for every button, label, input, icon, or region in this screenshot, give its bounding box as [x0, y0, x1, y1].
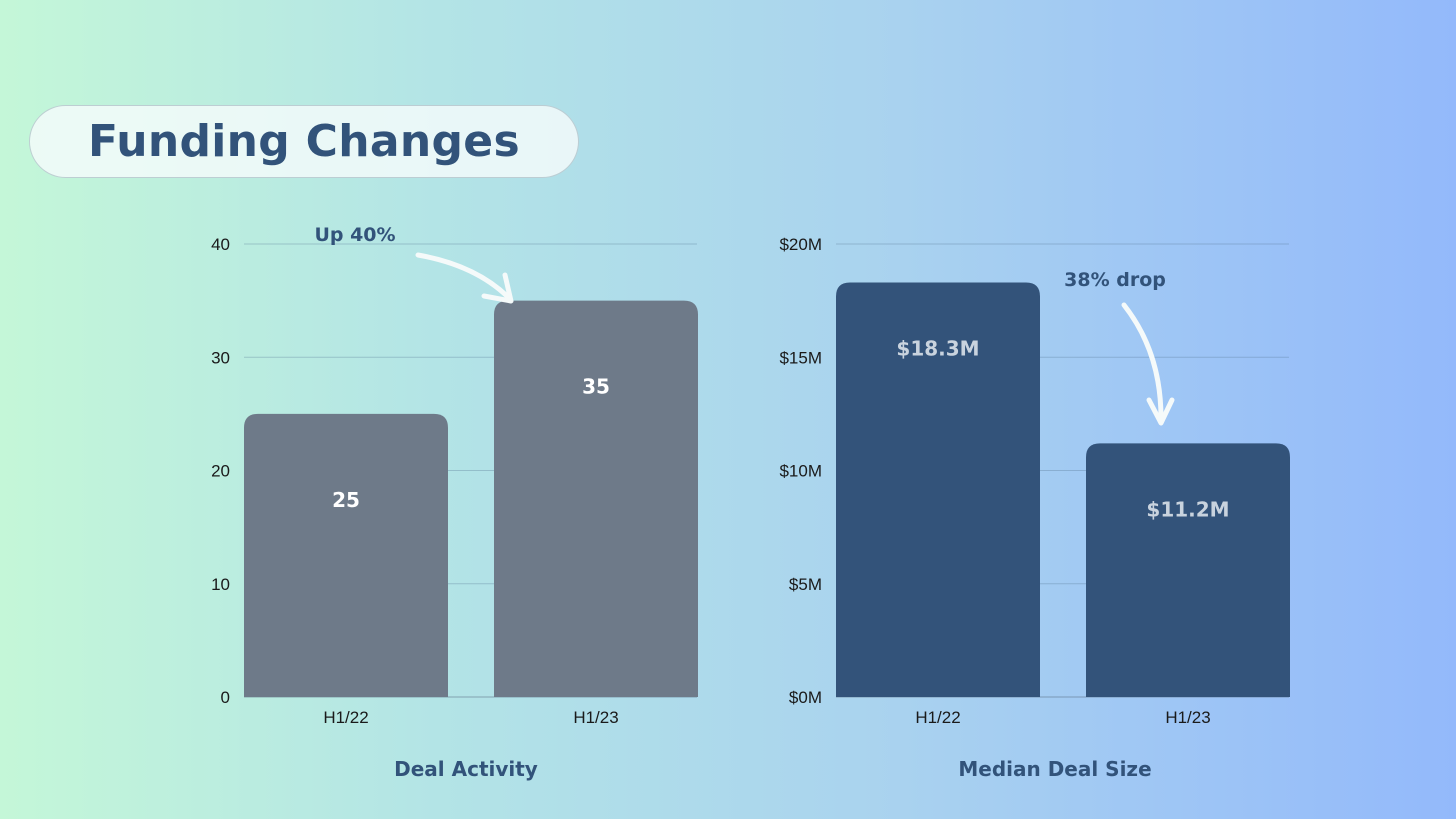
median-deal-size-annotation: 38% drop: [1064, 269, 1166, 291]
y-tick-label: 20: [211, 462, 230, 481]
y-tick-label: $5M: [789, 575, 822, 594]
y-tick-label: $0M: [789, 688, 822, 707]
x-tick-label: H1/23: [573, 708, 618, 727]
median-deal-size-data-label: $11.2M: [1146, 497, 1229, 521]
x-tick-label: H1/22: [915, 708, 960, 727]
median-deal-size-data-label: $18.3M: [896, 337, 979, 361]
median-deal-size-bar-2: [1086, 443, 1290, 697]
page-title: Funding Changes: [88, 116, 520, 167]
median-deal-size-bar-1: [836, 282, 1040, 697]
y-tick-label: 40: [211, 235, 230, 254]
curved-arrow-icon: [1121, 302, 1175, 426]
deal-activity-bars: 25 35: [244, 300, 698, 697]
deal-activity-y-axis: 0 10 20 30 40: [211, 235, 230, 707]
deal-activity-data-label: 35: [582, 375, 610, 399]
median-deal-size-x-axis: H1/22 H1/23: [915, 708, 1210, 727]
median-deal-size-y-axis: $0M $5M $10M $15M $20M: [779, 235, 822, 707]
deal-activity-bar-1: [244, 413, 448, 697]
y-tick-label: $10M: [779, 462, 822, 481]
median-deal-size-title: Median Deal Size: [958, 757, 1151, 781]
deal-activity-data-label: 25: [332, 488, 360, 512]
median-deal-size-bars: $18.3M $11.2M: [836, 282, 1290, 697]
median-deal-size-chart: $0M$5M$10M$15M$20M $18.3M$11.2M H1/22 H1/…: [779, 235, 1290, 781]
x-tick-label: H1/22: [323, 708, 368, 727]
y-tick-label: 10: [211, 575, 230, 594]
y-tick-label: $20M: [779, 235, 822, 254]
y-tick-label: $15M: [779, 348, 822, 367]
y-tick-label: 30: [211, 348, 230, 367]
deal-activity-bar-2: [494, 300, 698, 697]
curved-arrow-icon: [415, 252, 514, 304]
deal-activity-annotation: Up 40%: [314, 224, 395, 246]
deal-activity-x-axis: H1/22 H1/23: [323, 708, 618, 727]
deal-activity-title: Deal Activity: [394, 757, 538, 781]
y-tick-label: 0: [221, 688, 230, 707]
x-tick-label: H1/23: [1165, 708, 1210, 727]
title-pill: Funding Changes: [29, 105, 579, 178]
